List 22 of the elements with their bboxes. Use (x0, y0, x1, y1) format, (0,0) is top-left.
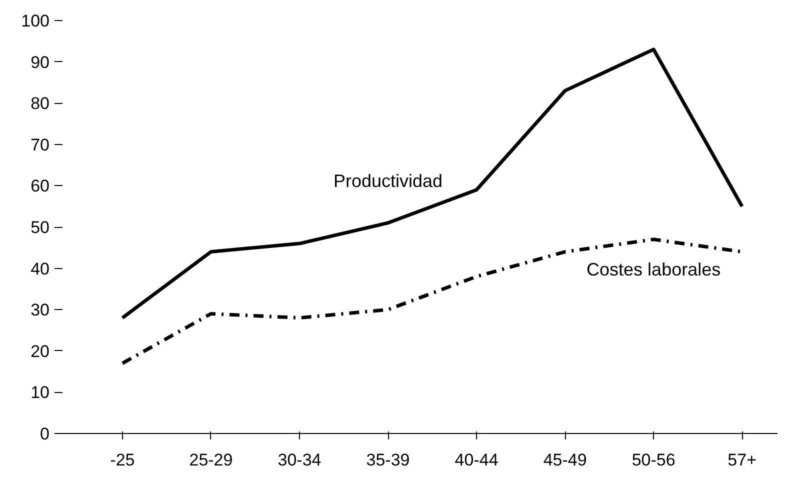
x-tick-label: 50-56 (632, 450, 676, 470)
x-tick-label: 30-34 (278, 450, 322, 470)
y-tick-label: 90 (30, 52, 50, 72)
x-tick-label: -25 (110, 450, 135, 470)
y-tick-label: 80 (30, 94, 50, 114)
y-tick-label: 10 (30, 383, 50, 402)
y-tick-label: 20 (30, 342, 50, 361)
y-tick-label: 70 (30, 135, 50, 154)
x-tick-label: 57+ (728, 450, 757, 470)
y-tick-label: 60 (30, 176, 50, 196)
series-label: Productividad (333, 170, 443, 191)
y-tick-label: 40 (30, 259, 50, 278)
y-tick-label: 30 (30, 300, 50, 320)
y-tick-label: 0 (40, 424, 50, 444)
x-tick-label: 45-49 (543, 450, 587, 470)
x-tick-label: 40-44 (454, 450, 498, 470)
y-tick-label: 50 (30, 218, 50, 237)
series-label: Costes laborales (586, 259, 721, 280)
line-series (120, 48, 744, 320)
x-tick-label: 25-29 (189, 450, 233, 470)
y-tick-label: 100 (21, 12, 50, 30)
x-tick-label: 35-39 (366, 450, 410, 470)
